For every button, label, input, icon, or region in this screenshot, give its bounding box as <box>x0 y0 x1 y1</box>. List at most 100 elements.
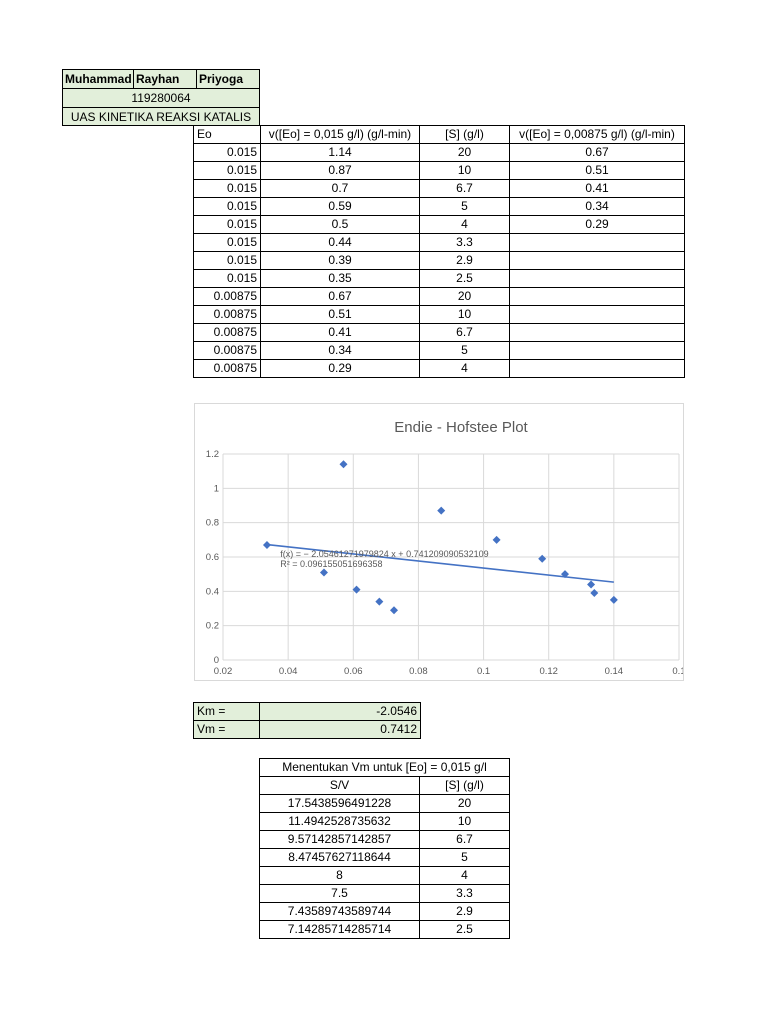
v00875-cell <box>509 341 685 360</box>
table-row: 0.015 0.39 2.9 <box>193 251 685 270</box>
table-row: 0.00875 0.29 4 <box>193 359 685 378</box>
s-cell: 6.7 <box>419 179 510 198</box>
chart-svg: Endie - Hofstee Plot 0 0.2 0.4 0.6 0.8 1 1.2 0.0… <box>206 419 683 677</box>
v00875-cell: 0.51 <box>509 161 685 180</box>
s-cell: 10 <box>419 305 510 324</box>
param-value: 0.7412 <box>259 720 421 739</box>
y-tick-label: 1 <box>214 483 219 494</box>
data-point <box>390 606 398 615</box>
param-row: Km = -2.0546 <box>193 702 421 721</box>
s-over-v-cell: 7.14285714285714 <box>259 920 420 939</box>
data-point <box>319 568 328 577</box>
param-label: Vm = <box>193 720 260 739</box>
table-row: 0.015 0.59 5 0.34 <box>193 197 685 216</box>
s-cell: 3.3 <box>419 233 510 252</box>
x-tick-label: 0.14 <box>605 666 624 677</box>
eo-cell: 0.015 <box>193 233 261 252</box>
vm-table-row: 17.5438596491228 20 <box>259 794 510 813</box>
v00875-cell: 0.41 <box>509 179 685 198</box>
main-table-header-row: Eo v([Eo] = 0,015 g/l) (g/l-min) [S] (g/… <box>193 125 685 144</box>
v00875-cell <box>509 233 685 252</box>
table-row: 0.015 1.14 20 0.67 <box>193 143 685 162</box>
x-tick-label: 0.02 <box>214 666 233 677</box>
y-tick-label: 1.2 <box>206 449 219 460</box>
v00875-cell: 0.29 <box>509 215 685 234</box>
v015-cell: 0.5 <box>260 215 420 234</box>
data-point <box>538 554 547 563</box>
v00875-cell <box>509 287 685 306</box>
v015-cell: 0.35 <box>260 269 420 288</box>
v00875-cell <box>509 269 685 288</box>
y-tick-label: 0 <box>214 655 219 666</box>
x-tick-label: 0.1 <box>477 666 490 677</box>
v015-cell: 0.39 <box>260 251 420 270</box>
name-cell-first: Muhammad <box>62 69 134 89</box>
data-point <box>375 597 384 606</box>
s-cell: 4 <box>419 215 510 234</box>
s-cell: 20 <box>419 143 510 162</box>
s-cell: 4 <box>419 359 510 378</box>
s-value-cell: 4 <box>419 866 510 885</box>
v015-cell: 0.7 <box>260 179 420 198</box>
y-tick-label: 0.8 <box>206 518 219 529</box>
y-tick-label: 0.2 <box>206 621 219 632</box>
main-data-table: Eo v([Eo] = 0,015 g/l) (g/l-min) [S] (g/… <box>193 125 685 378</box>
s-over-v-cell: 7.43589743589744 <box>259 902 420 921</box>
header-s-over-v: S/V <box>259 776 420 795</box>
y-tick-label: 0.4 <box>206 586 219 597</box>
s-over-v-cell: 8 <box>259 866 420 885</box>
table-row: 0.015 0.7 6.7 0.41 <box>193 179 685 198</box>
data-point <box>262 540 271 549</box>
x-tick-label: 0.12 <box>539 666 558 677</box>
v015-cell: 0.59 <box>260 197 420 216</box>
table-row: 0.00875 0.41 6.7 <box>193 323 685 342</box>
v00875-cell <box>509 305 685 324</box>
s-cell: 5 <box>419 341 510 360</box>
table-row: 0.015 0.44 3.3 <box>193 233 685 252</box>
s-value-cell: 3.3 <box>419 884 510 903</box>
vm-table-row: 9.57142857142857 6.7 <box>259 830 510 849</box>
v015-cell: 0.29 <box>260 359 420 378</box>
header-s: [S] (g/l) <box>419 125 510 144</box>
vm-table-row: 11.4942528735632 10 <box>259 812 510 831</box>
param-label: Km = <box>193 702 260 721</box>
data-point <box>437 506 446 515</box>
v00875-cell: 0.67 <box>509 143 685 162</box>
table-row: 0.00875 0.34 5 <box>193 341 685 360</box>
s-over-v-cell: 11.4942528735632 <box>259 812 420 831</box>
chart-title: Endie - Hofstee Plot <box>394 419 528 436</box>
s-over-v-cell: 8.47457627118644 <box>259 848 420 867</box>
data-point <box>352 585 361 594</box>
vm-table-row: 7.14285714285714 2.5 <box>259 920 510 939</box>
x-tick-label: 0.06 <box>344 666 363 677</box>
header-v-00875: v([Eo] = 0,00875 g/l) (g/l-min) <box>509 125 685 144</box>
v015-cell: 0.41 <box>260 323 420 342</box>
x-tick-label: 0.04 <box>279 666 298 677</box>
student-id: 119280064 <box>62 88 260 108</box>
y-tick-label: 0.6 <box>206 552 219 563</box>
table-row: 0.015 0.87 10 0.51 <box>193 161 685 180</box>
s-value-cell: 2.9 <box>419 902 510 921</box>
table-row: 0.00875 0.67 20 <box>193 287 685 306</box>
eo-cell: 0.015 <box>193 179 261 198</box>
eo-cell: 0.00875 <box>193 341 261 360</box>
data-point <box>587 580 596 589</box>
eo-cell: 0.00875 <box>193 359 261 378</box>
eo-cell: 0.00875 <box>193 323 261 342</box>
s-value-cell: 6.7 <box>419 830 510 849</box>
v015-cell: 0.87 <box>260 161 420 180</box>
v00875-cell <box>509 323 685 342</box>
header-s-vm: [S] (g/l) <box>419 776 510 795</box>
s-cell: 2.9 <box>419 251 510 270</box>
vm-table-row: 7.5 3.3 <box>259 884 510 903</box>
name-cell-last: Priyoga <box>196 69 260 89</box>
x-tick-label: 0.1 <box>672 666 683 677</box>
x-tick-label: 0.08 <box>409 666 428 677</box>
eo-cell: 0.00875 <box>193 305 261 324</box>
s-value-cell: 2.5 <box>419 920 510 939</box>
data-point <box>609 595 618 604</box>
data-point <box>561 570 569 579</box>
vm-table-header-row: S/V [S] (g/l) <box>259 776 510 795</box>
parameters-table: Km = -2.0546 Vm = 0.7412 <box>193 702 421 739</box>
